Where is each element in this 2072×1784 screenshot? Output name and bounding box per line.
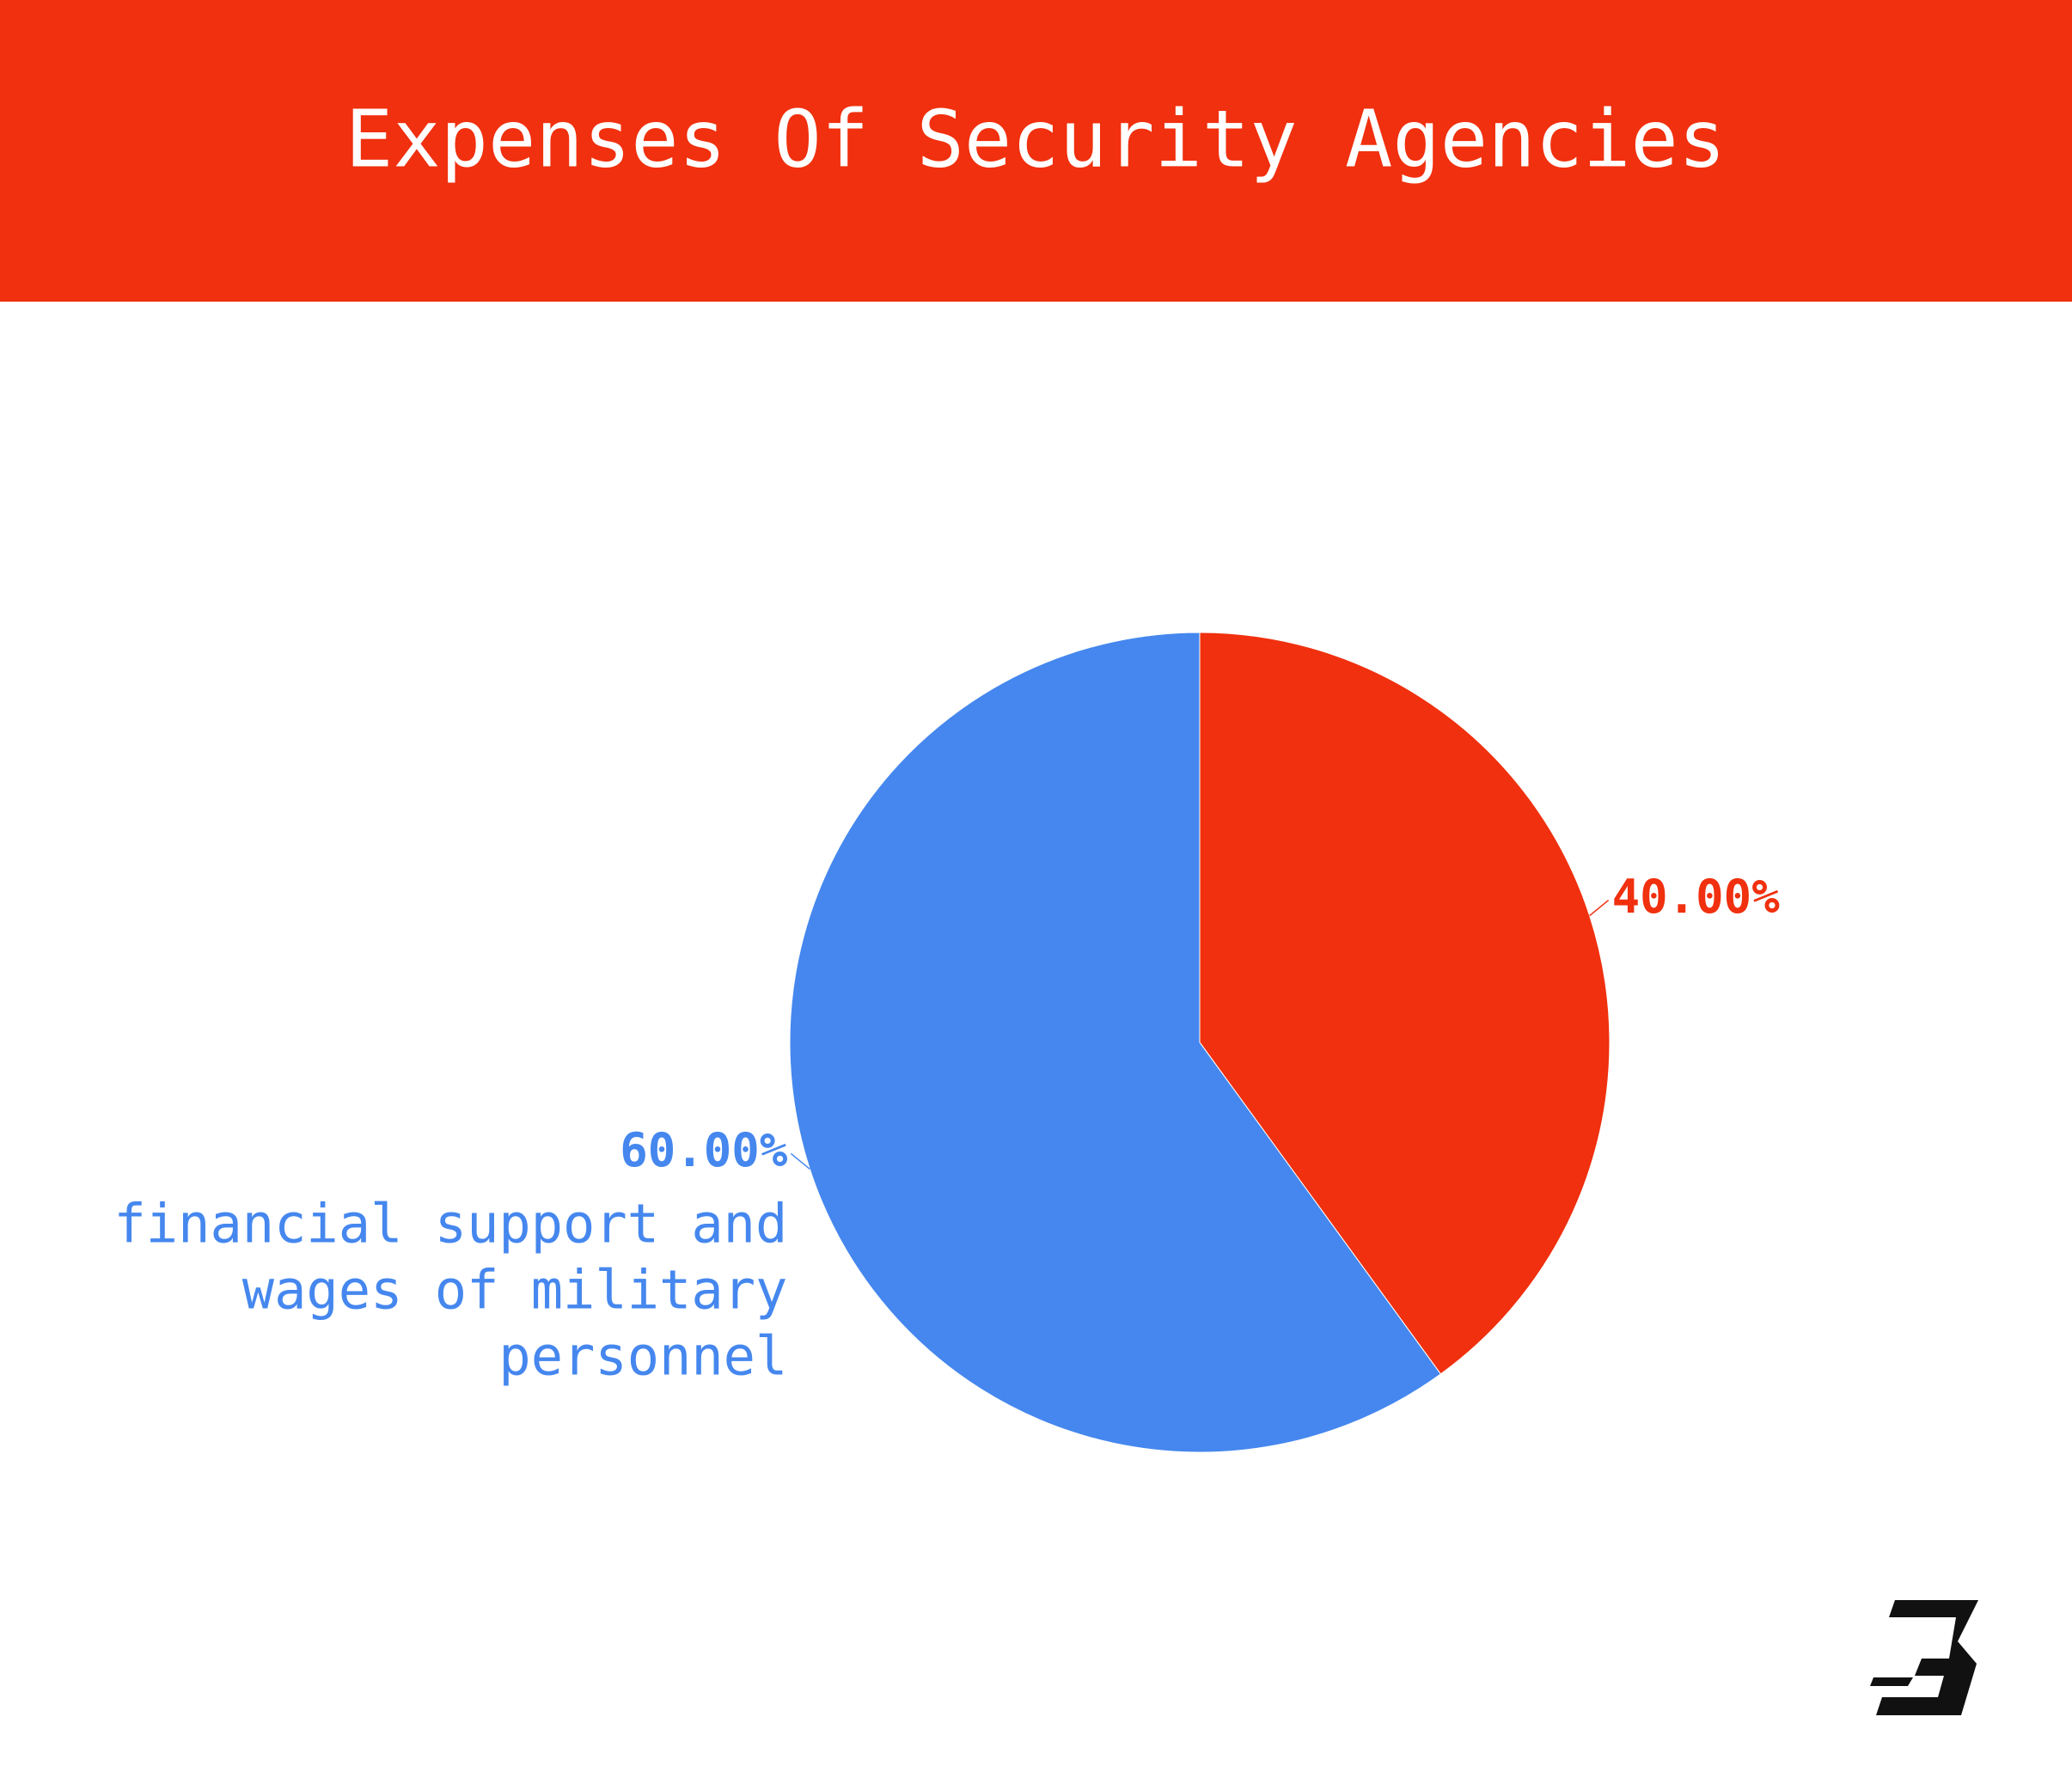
value-label: 40.00%	[1612, 870, 1781, 924]
header-bar	[0, 0, 2072, 302]
value-label: 60.00%	[620, 1123, 788, 1177]
leader-line	[790, 1152, 810, 1170]
chart-title: Expenses Of Security Agencies	[345, 93, 1726, 185]
logo	[1870, 1600, 1978, 1715]
category-label: financial support and wages of military pe…	[113, 1192, 787, 1387]
pie-slice	[789, 632, 1442, 1453]
pie-slice	[1199, 632, 1611, 1375]
leader-line	[1589, 900, 1610, 917]
